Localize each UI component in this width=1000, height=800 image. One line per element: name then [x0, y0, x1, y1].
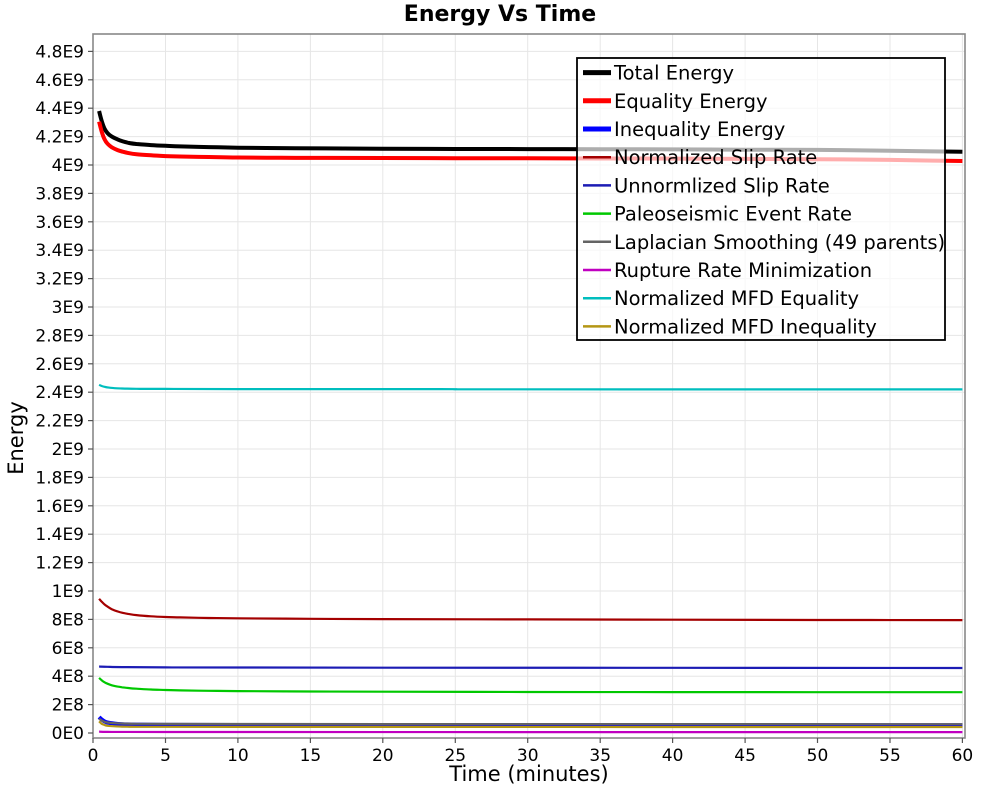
y-tick-label: 1.2E9 — [35, 554, 84, 574]
legend-item-normalized-mfd-equality: Normalized MFD Equality — [583, 287, 859, 310]
y-tick-label: 2.8E9 — [35, 326, 84, 346]
series-line-paleoseismic-event-rate — [98, 677, 963, 694]
x-tick-label: 20 — [372, 746, 394, 766]
y-tick-label: 4.6E9 — [35, 71, 84, 91]
y-tick-label: 2E8 — [52, 696, 84, 716]
y-tick-label: 4E8 — [52, 667, 84, 687]
legend-label: Paleoseismic Event Rate — [614, 203, 852, 226]
y-axis-title: Energy — [4, 401, 28, 475]
legend-item-total-energy: Total Energy — [583, 62, 734, 85]
y-tick-label: 2E9 — [52, 440, 84, 460]
y-tick-label: 2.6E9 — [35, 355, 84, 375]
y-tick-label: 6E8 — [52, 639, 84, 659]
axis-ticks: 0 5 10 15 20 25 30 35 40 45 50 55 60 0E0 2E8 4E8 6E8 8E8 1… — [35, 42, 973, 766]
legend-label: Laplacian Smoothing (49 parents) — [614, 231, 945, 254]
y-tick-label: 0E0 — [52, 724, 84, 744]
legend-item-normalized-mfd-inequality: Normalized MFD Inequality — [583, 315, 877, 338]
x-tick-label: 45 — [734, 746, 756, 766]
legend-item-rupture-rate-minimization: Rupture Rate Minimization — [583, 259, 872, 282]
y-tick-label: 4.4E9 — [35, 99, 84, 119]
y-tick-label: 3.6E9 — [35, 213, 84, 233]
x-tick-label: 55 — [879, 746, 901, 766]
y-tick-label: 3E9 — [52, 298, 84, 318]
y-tick-label: 1.8E9 — [35, 468, 84, 488]
y-tick-label: 8E8 — [52, 610, 84, 630]
series-line-normalized-slip-rate — [98, 598, 963, 622]
plot-frame — [92, 33, 966, 739]
series-line-normalized-mfd-equality — [98, 383, 963, 391]
y-tick-label: 1E9 — [52, 582, 84, 602]
x-tick-label: 40 — [662, 746, 684, 766]
series-line-rupture-rate-minimization — [98, 730, 963, 734]
x-axis-title: Time (minutes) — [449, 762, 609, 786]
x-tick-label: 0 — [88, 746, 99, 766]
legend-label: Unnormlized Slip Rate — [614, 174, 830, 197]
x-tick-label: 30 — [517, 746, 539, 766]
legend-label: Normalized MFD Equality — [614, 287, 859, 310]
series-line-laplacian-smoothing — [98, 717, 963, 726]
legend-item-inequality-energy: Inequality Energy — [583, 118, 785, 141]
x-tick-label: 50 — [807, 746, 829, 766]
legend-item-normalized-slip-rate: Normalized Slip Rate — [583, 146, 817, 169]
x-tick-label: 15 — [300, 746, 322, 766]
legend: Total Energy Equality Energy Inequality En… — [576, 57, 946, 341]
y-tick-label: 4.2E9 — [35, 128, 84, 148]
legend-label: Total Energy — [613, 62, 734, 85]
y-tick-label: 4.8E9 — [35, 42, 84, 62]
x-tick-label: 5 — [160, 746, 171, 766]
y-tick-label: 3.2E9 — [35, 270, 84, 290]
legend-label: Equality Energy — [614, 90, 768, 113]
legend-label: Normalized MFD Inequality — [614, 315, 877, 338]
y-tick-label: 4E9 — [52, 156, 84, 176]
x-tick-label: 10 — [227, 746, 249, 766]
legend-label: Normalized Slip Rate — [614, 146, 817, 169]
y-tick-label: 1.6E9 — [35, 497, 84, 517]
legend-item-equality-energy: Equality Energy — [583, 90, 768, 113]
legend-item-paleoseismic-event-rate: Paleoseismic Event Rate — [583, 203, 852, 226]
series-line-normalized-mfd-inequality — [98, 720, 963, 729]
x-tick-label: 35 — [589, 746, 611, 766]
legend-label: Inequality Energy — [614, 118, 785, 141]
y-tick-label: 2.4E9 — [35, 383, 84, 403]
legend-label: Rupture Rate Minimization — [614, 259, 872, 282]
x-tick-label: 25 — [444, 746, 466, 766]
chart-title: Energy Vs Time — [403, 2, 597, 27]
y-tick-label: 3.8E9 — [35, 184, 84, 204]
legend-item-laplacian-smoothing: Laplacian Smoothing (49 parents) — [583, 231, 945, 254]
y-tick-label: 2.2E9 — [35, 412, 84, 432]
y-tick-label: 1.4E9 — [35, 525, 84, 545]
x-tick-label: 60 — [952, 746, 974, 766]
series-line-unnormlized-slip-rate — [99, 665, 963, 670]
legend-item-unnormlized-slip-rate: Unnormlized Slip Rate — [583, 174, 830, 197]
y-tick-label: 3.4E9 — [35, 241, 84, 261]
legend-box — [576, 57, 946, 341]
